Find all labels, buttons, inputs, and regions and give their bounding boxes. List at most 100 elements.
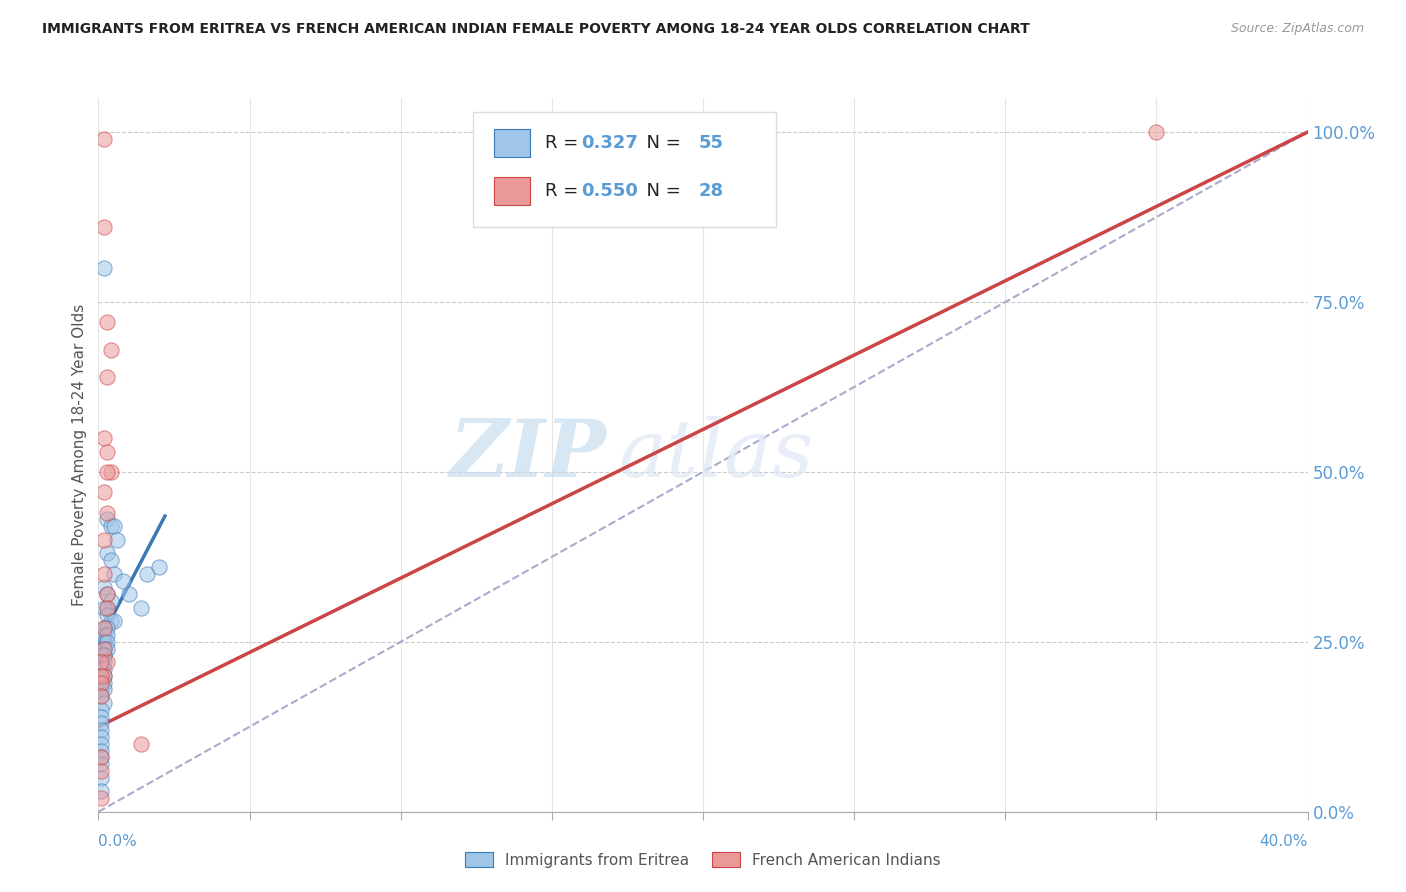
- Point: [96, 628, 118, 642]
- Y-axis label: Female Poverty Among 18-24 Year Olds: Female Poverty Among 18-24 Year Olds: [72, 304, 87, 606]
- Point: [90, 703, 112, 717]
- Point: [90, 723, 112, 738]
- Point: [93, 260, 115, 275]
- Point: [93, 669, 115, 683]
- Point: [93, 628, 115, 642]
- Point: [93, 696, 115, 710]
- Point: [90, 784, 112, 798]
- Point: [96, 600, 118, 615]
- Point: [103, 566, 125, 581]
- Text: IMMIGRANTS FROM ERITREA VS FRENCH AMERICAN INDIAN FEMALE POVERTY AMONG 18-24 YEA: IMMIGRANTS FROM ERITREA VS FRENCH AMERIC…: [42, 22, 1031, 37]
- Point: [93, 533, 115, 547]
- Point: [93, 635, 115, 649]
- Point: [93, 648, 115, 663]
- Point: [93, 621, 115, 635]
- Point: [96, 315, 118, 329]
- Point: [96, 546, 118, 560]
- FancyBboxPatch shape: [474, 112, 776, 227]
- Text: ZIP: ZIP: [450, 417, 606, 493]
- Point: [93, 655, 115, 669]
- Point: [96, 444, 118, 458]
- Point: [96, 587, 118, 601]
- FancyBboxPatch shape: [494, 177, 530, 205]
- Point: [90, 655, 112, 669]
- Point: [90, 743, 112, 757]
- Text: 0.0%: 0.0%: [98, 834, 138, 849]
- Point: [96, 600, 118, 615]
- Point: [111, 574, 134, 588]
- Point: [90, 669, 112, 683]
- Text: 0.327: 0.327: [581, 134, 638, 152]
- Point: [90, 737, 112, 751]
- Point: [100, 465, 122, 479]
- Point: [93, 641, 115, 656]
- Point: [93, 485, 115, 500]
- Point: [103, 519, 125, 533]
- Text: 40.0%: 40.0%: [1260, 834, 1308, 849]
- Point: [100, 343, 122, 357]
- Point: [90, 648, 112, 663]
- Point: [100, 615, 122, 629]
- Point: [90, 675, 112, 690]
- Legend: Immigrants from Eritrea, French American Indians: Immigrants from Eritrea, French American…: [458, 844, 948, 875]
- Point: [90, 764, 112, 778]
- Point: [1144, 125, 1167, 139]
- Point: [96, 465, 118, 479]
- Point: [129, 600, 152, 615]
- Point: [135, 566, 157, 581]
- FancyBboxPatch shape: [494, 128, 530, 157]
- Point: [90, 716, 112, 731]
- Point: [90, 655, 112, 669]
- Point: [96, 641, 118, 656]
- Point: [148, 560, 170, 574]
- Point: [90, 675, 112, 690]
- Point: [90, 689, 112, 703]
- Point: [90, 750, 112, 764]
- Point: [96, 655, 118, 669]
- Text: atlas: atlas: [619, 417, 814, 493]
- Point: [90, 730, 112, 744]
- Point: [103, 615, 125, 629]
- Point: [105, 533, 128, 547]
- Point: [100, 594, 122, 608]
- Point: [90, 750, 112, 764]
- Point: [129, 737, 152, 751]
- Point: [93, 132, 115, 146]
- Point: [93, 581, 115, 595]
- Point: [93, 566, 115, 581]
- Text: R =: R =: [544, 182, 583, 200]
- Point: [118, 587, 141, 601]
- Point: [93, 641, 115, 656]
- Point: [100, 553, 122, 567]
- Point: [100, 519, 122, 533]
- Point: [96, 607, 118, 622]
- Point: [96, 369, 118, 384]
- Point: [90, 662, 112, 676]
- Text: N =: N =: [636, 134, 686, 152]
- Point: [93, 669, 115, 683]
- Text: Source: ZipAtlas.com: Source: ZipAtlas.com: [1230, 22, 1364, 36]
- Point: [96, 635, 118, 649]
- Point: [93, 682, 115, 697]
- Point: [93, 648, 115, 663]
- Point: [96, 506, 118, 520]
- Point: [90, 791, 112, 805]
- Point: [90, 689, 112, 703]
- Point: [93, 662, 115, 676]
- Point: [93, 621, 115, 635]
- Point: [90, 669, 112, 683]
- Text: R =: R =: [544, 134, 583, 152]
- Text: N =: N =: [636, 182, 686, 200]
- Point: [93, 220, 115, 235]
- Point: [93, 675, 115, 690]
- Point: [96, 621, 118, 635]
- Point: [96, 512, 118, 526]
- Point: [93, 431, 115, 445]
- Point: [93, 600, 115, 615]
- Point: [90, 709, 112, 723]
- Text: 55: 55: [699, 134, 723, 152]
- Point: [90, 682, 112, 697]
- Point: [96, 587, 118, 601]
- Text: 28: 28: [699, 182, 723, 200]
- Text: 0.550: 0.550: [581, 182, 638, 200]
